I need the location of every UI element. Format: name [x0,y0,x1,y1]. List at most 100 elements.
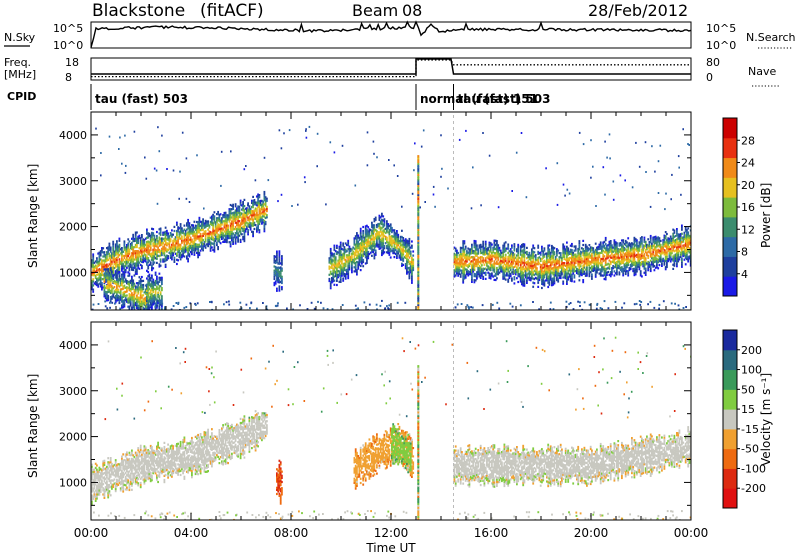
data-cell [106,276,108,279]
data-cell [153,257,156,260]
data-cell [358,261,361,264]
data-cell [198,235,201,238]
data-cell [621,257,623,261]
data-cell [571,267,573,270]
data-cell [256,230,258,233]
data-cell [527,276,530,279]
data-cell [458,264,461,267]
data-cell [383,234,386,237]
data-cell [611,250,613,253]
data-cell [91,263,93,266]
data-cell [179,231,182,234]
data-cell [574,247,577,250]
data-cell [137,239,140,242]
cpid-label: CPID [7,90,36,103]
data-cell [354,262,357,265]
data-cell [482,253,485,256]
data-cell [484,242,487,245]
data-cell [194,236,197,240]
data-cell [638,241,641,244]
data-cell [263,213,266,216]
data-cell [573,255,576,258]
data-cell [252,206,254,209]
data-cell [553,271,556,274]
data-cell [581,272,583,275]
data-cell [556,266,558,269]
data-cell [136,286,138,289]
data-cell [528,264,531,267]
data-cell [522,278,525,281]
data-cell [209,245,212,248]
data-cell [147,306,150,309]
data-cell [479,270,482,273]
data-cell [228,236,231,240]
data-cell [161,237,163,240]
data-cell [114,243,117,246]
data-cell [634,269,637,272]
data-cell [141,244,143,247]
data-cell [381,251,383,254]
data-cell [99,258,102,261]
data-cell [354,247,357,250]
data-cell [192,230,194,233]
data-cell [562,247,565,250]
data-cell [461,259,463,262]
data-cell [523,284,526,287]
data-cell [182,229,184,233]
data-cell [612,246,615,249]
data-cell [161,243,163,246]
data-cell [178,249,181,252]
data-cell [334,270,337,273]
data-cell [167,232,169,235]
data-cell [226,241,228,244]
data-cell [471,247,473,250]
data-cell [117,249,120,252]
data-cell [128,267,131,270]
data-cell [251,199,253,202]
data-cell [361,256,363,259]
data-cell [621,247,623,250]
data-cell [126,294,128,297]
data-cell [137,282,140,285]
data-cell [229,218,232,221]
data-cell [547,265,550,268]
data-cell [101,263,103,266]
data-cell [629,245,632,248]
data-cell [564,252,567,255]
data-cell [496,254,498,257]
data-cell [104,268,107,271]
data-cell [516,262,518,265]
data-cell [224,240,227,243]
data-cell [368,242,371,245]
data-cell [392,239,395,242]
data-cell [551,251,553,254]
data-cell [166,244,168,247]
data-cell [568,269,571,272]
data-cell [218,220,221,223]
data-cell [597,254,600,257]
data-cell [109,263,112,266]
data-cell [176,223,178,226]
data-cell [333,269,336,272]
data-cell [381,231,383,234]
data-cell [191,244,193,247]
data-cell [407,258,410,261]
data-cell [573,280,576,283]
data-cell [113,286,116,289]
data-cell [149,261,152,264]
data-cell [566,249,568,252]
data-cell [382,248,385,251]
data-cell [474,258,477,261]
data-cell [569,275,572,278]
data-cell [97,260,100,263]
data-cell [474,248,477,251]
data-cell [348,247,351,250]
data-cell [227,230,229,233]
data-cell [213,250,216,253]
data-cell [396,256,398,259]
data-cell [193,239,196,242]
data-cell [122,279,125,282]
data-cell [463,242,466,245]
data-cell [614,255,617,258]
data-cell [166,250,168,253]
